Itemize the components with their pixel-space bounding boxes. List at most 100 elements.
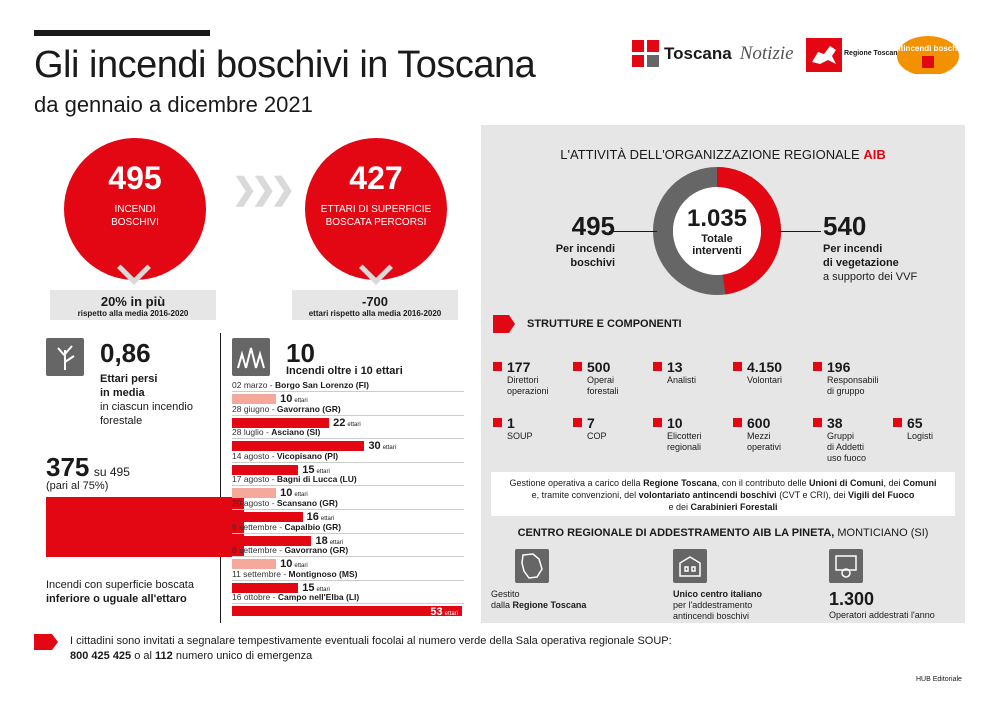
fire-item-bar [232, 417, 330, 428]
structure-item: 13 Analisti [653, 359, 731, 386]
structure-item: 600 Mezzi operativi [733, 415, 811, 453]
fire-item-value: 22 ettari [333, 416, 361, 429]
fire-item: 6 settembre - Capalbio (GR) 18 ettari [232, 522, 464, 547]
kpi-hectares-compare-box: -700 ettari rispetto alla media 2016-202… [292, 290, 458, 320]
small-fires-pct: (pari al 75%) [46, 480, 109, 492]
aib-panel: L'ATTIVITÀ DELL'ORGANIZZAZIONE REGIONALE… [481, 125, 965, 623]
fire-item-label: 28 luglio - Asciano (SI) [232, 427, 464, 440]
fire-item-label: 11 settembre - Montignoso (MS) [232, 569, 464, 581]
toscana-logo-icon [632, 40, 660, 68]
certificate-icon [829, 549, 863, 583]
burnt-tree-icon [46, 338, 84, 376]
fire-item-value: 15 ettari [302, 463, 330, 476]
structures-title: STRUTTURE E COMPONENTI [527, 318, 682, 330]
big-fires-number: 10 [286, 338, 315, 368]
column-divider [220, 333, 221, 623]
kpi-hectares-label-2: BOSCATA PERCORSI [325, 217, 427, 228]
small-fires-number: 375 [46, 452, 90, 482]
fire-item-bar [232, 535, 312, 546]
kpi-fires-compare-sub: rispetto alla media 2016-2020 [77, 309, 189, 318]
forest-fire-interventions: 495 Per incendi boschivi [555, 211, 615, 269]
fire-item-label: 14 agosto - Vicopisano (PI) [232, 451, 464, 463]
leader-line-left [609, 231, 657, 232]
footer-note: I cittadini sono invitati a segnalare te… [70, 635, 672, 662]
aib-logo-text: Antincendi boschivi [896, 44, 960, 53]
training-title: CENTRO REGIONALE DI ADDESTRAMENTO AIB LA… [517, 527, 929, 539]
donut-total: 1.035 [686, 205, 748, 232]
fire-item-value: 16 ettari [306, 511, 335, 523]
training-unique: Unico centro italiano per l'addestramento… [673, 589, 763, 621]
fire-item: 8 settembre - Gavorrano (GR) 10 ettari [232, 545, 464, 571]
page-title: Gli incendi boschivi in Toscana [34, 44, 536, 86]
structure-item: 196 Responsabili di gruppo [813, 359, 891, 397]
fire-item-value: 53 ettari [430, 606, 458, 619]
fire-item-bar [232, 512, 303, 522]
small-fires-stat: 375 su 495 [46, 452, 130, 483]
aib-title: L'ATTIVITÀ DELL'ORGANIZZAZIONE REGIONALE… [560, 147, 886, 162]
fire-item-value: 15 ettari [302, 581, 330, 594]
fire-item-label: 28 giugno - Gavorrano (GR) [232, 404, 464, 416]
structure-item: 10 Elicotteri regionali [653, 415, 731, 453]
fire-item: 17 agosto - Bagni di Lucca (LU) 10 ettari [232, 474, 464, 499]
fire-item: 28 giugno - Gavorrano (GR) 22 ettari [232, 404, 464, 429]
structure-item: 4.150 Volontari [733, 359, 811, 386]
structure-item: 38 Gruppi di Addetti uso fuoco [813, 415, 891, 464]
avg-hectares-label: Ettari persi in media in ciascun incendio f… [100, 373, 193, 427]
page-subtitle: da gennaio a dicembre 2021 [34, 92, 313, 117]
interventions-donut [653, 167, 781, 295]
tuscany-map-icon [515, 549, 549, 583]
forest-fire-icon [232, 338, 270, 376]
kpi-fires-label-1: INCENDI [114, 204, 156, 215]
donut-total-l1: Totale [701, 233, 733, 245]
donut-total-l2: interventi [692, 245, 742, 257]
fire-item-bar [232, 441, 365, 452]
structure-item: 7 COP [573, 415, 651, 442]
kpi-hectares-compare-sub: ettari rispetto alla media 2016-2020 [308, 309, 442, 318]
fire-item: 20 agosto - Scansano (GR) 16 ettari [232, 498, 464, 523]
regione-toscana-logo: Regione Toscana [844, 50, 902, 57]
fire-item-bar: 53 ettari [232, 606, 462, 619]
aib-logo-icon: Antincendi boschivi [896, 36, 960, 74]
fire-item-bar [232, 582, 299, 593]
arrow-right-icon [493, 315, 515, 333]
leader-line-right [777, 231, 821, 232]
fire-item-bar [232, 488, 277, 499]
fire-item-bar [232, 394, 277, 404]
kpi-fires-label-2: BOSCHIVI [111, 217, 159, 228]
donut-center: 1.035 Totale interventi [653, 205, 781, 257]
fire-item-bar [232, 559, 277, 570]
building-icon [673, 549, 707, 583]
kpi-hectares-label-1: ETTARI DI SUPERFICIE [320, 204, 432, 215]
fire-item-label: 17 agosto - Bagni di Lucca (LU) [232, 474, 464, 487]
big-fires-label: Incendi oltre i 10 ettari [286, 365, 403, 377]
fire-item-label: 20 agosto - Scansano (GR) [232, 498, 464, 510]
small-fires-of: su 495 [93, 465, 130, 479]
pegaso-icon [806, 38, 842, 72]
vegetation-fire-interventions: 540 Per incendi di vegetazione a support… [823, 211, 918, 283]
toscana-notizie-logo: Toscana Notizie [632, 40, 794, 68]
credit: HUB Editoriale [916, 676, 962, 683]
structure-item: 1 SOUP [493, 415, 571, 442]
fire-item: 14 agosto - Vicopisano (PI) 15 ettari [232, 451, 464, 476]
fire-item-value: 10 ettari [280, 393, 308, 405]
kpi-hectares-compare-main: -700 [361, 294, 389, 309]
management-note: Gestione operativa a carico della Region… [491, 472, 955, 516]
fire-item-value: 18 ettari [315, 534, 344, 547]
fire-item-value: 10 ettari [280, 558, 308, 571]
top-bar [34, 30, 210, 36]
small-fires-caption: Incendi con superficie boscata inferiore … [46, 579, 194, 605]
kpi-hectares-number: 427 [349, 160, 403, 196]
kpi-fires-number: 495 [108, 160, 162, 196]
fire-item: 02 marzo - Borgo San Lorenzo (FI) 10 ettar… [232, 380, 464, 405]
fire-item: 11 settembre - Montignoso (MS) 15 ettari [232, 569, 464, 594]
fire-item-bar [232, 464, 299, 475]
kpi-fires-circle: 495 INCENDI BOSCHIVI [64, 138, 206, 280]
kpi-hectares-circle: 427 ETTARI DI SUPERFICIE BOSCATA PERCORS… [305, 138, 447, 280]
kpi-fires-compare-main: 20% in più [100, 294, 166, 309]
fire-item: 16 ottobre - Campo nell'Elba (LI) 53 ettar… [232, 592, 464, 619]
fire-item-label: 8 settembre - Gavorrano (GR) [232, 545, 464, 558]
structure-item: 65 Logisti [893, 415, 971, 442]
fire-item-label: 02 marzo - Borgo San Lorenzo (FI) [232, 380, 464, 392]
fire-item: 28 luglio - Asciano (SI) 30 ettari [232, 427, 464, 452]
training-operators-number: 1.300 [829, 589, 875, 609]
